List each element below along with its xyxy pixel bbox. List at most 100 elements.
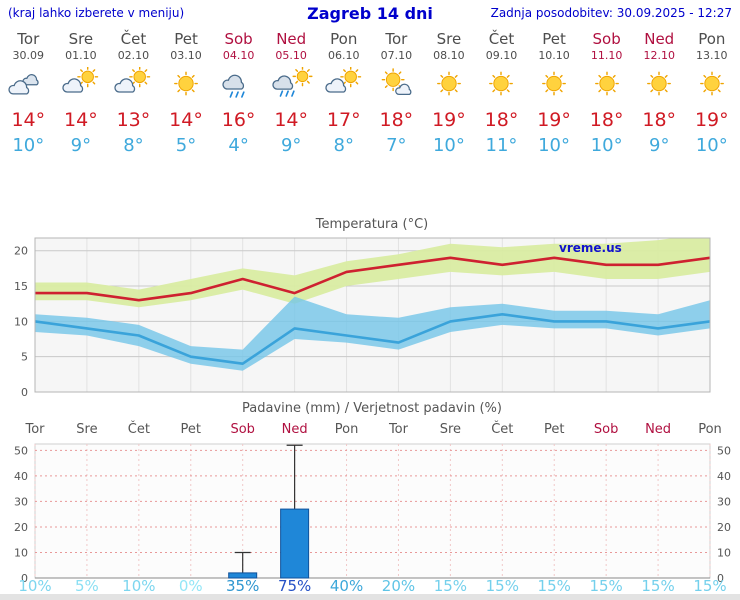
day-tmin: 4° [228, 135, 249, 156]
partly-icon [317, 66, 370, 107]
day-tmax: 13° [116, 109, 151, 131]
day-tmin: 10° [12, 135, 45, 156]
day-column[interactable]: Ned 12.10 18° 9° [633, 30, 686, 156]
day-name: Tor [385, 30, 408, 48]
svg-text:20: 20 [717, 521, 731, 534]
svg-text:75%: 75% [278, 577, 311, 595]
sunny-icon [580, 67, 633, 107]
day-name: Sob [224, 30, 253, 48]
svg-text:5: 5 [21, 351, 28, 364]
day-tmin: 9° [70, 135, 92, 156]
day-tmax: 18° [589, 109, 624, 131]
day-tmin: 10° [538, 135, 571, 156]
day-column[interactable]: Pon 06.10 17° 8° [317, 30, 370, 156]
svg-text:10: 10 [717, 546, 731, 559]
partly-icon [55, 66, 108, 107]
day-date: 30.09 [12, 49, 45, 62]
day-tmax: 18° [484, 109, 519, 131]
day-date: 04.10 [222, 49, 255, 62]
day-column[interactable]: Pon 13.10 19° 10° [686, 30, 739, 156]
svg-text:10%: 10% [18, 577, 51, 595]
day-column[interactable]: Sre 01.10 14° 9° [55, 30, 108, 156]
day-name: Pet [542, 30, 566, 48]
day-column[interactable]: Pet 03.10 14° 5° [160, 30, 213, 156]
day-column[interactable]: Sre 08.10 19° 10° [423, 30, 476, 156]
day-column[interactable]: Tor 30.09 14° 10° [2, 30, 55, 156]
cloudy-icon [2, 67, 55, 107]
day-date: 11.10 [590, 49, 623, 62]
day-tmin: 11° [485, 135, 518, 156]
rain-icon [212, 67, 265, 107]
day-tmin: 5° [175, 135, 197, 156]
day-column[interactable]: Ned 05.10 14° 9° [265, 30, 318, 156]
day-name: Sre [436, 30, 462, 48]
svg-text:20: 20 [14, 245, 28, 258]
day-tmax: 14° [169, 109, 203, 131]
svg-text:15%: 15% [693, 577, 726, 595]
day-tmin: 9° [649, 135, 670, 156]
svg-text:50: 50 [717, 444, 731, 457]
last-updated: Zadnja posodobitev: 30.09.2025 - 12:27 [490, 6, 732, 20]
svg-text:50: 50 [14, 444, 28, 457]
svg-text:Sob: Sob [230, 422, 254, 437]
day-column[interactable]: Čet 09.10 18° 11° [475, 30, 528, 156]
svg-text:10: 10 [14, 315, 28, 328]
svg-text:Sob: Sob [594, 422, 618, 437]
precipitation-chart: Padavine (mm) / Verjetnost padavin (%) To… [14, 401, 731, 595]
day-date: 12.10 [643, 49, 675, 62]
day-date: 10.10 [538, 49, 570, 62]
day-column[interactable]: Pet 10.10 19° 10° [528, 30, 581, 156]
svg-text:10: 10 [14, 546, 28, 559]
day-tmin: 8° [333, 135, 354, 156]
svg-text:15%: 15% [434, 577, 467, 595]
svg-text:0: 0 [21, 572, 28, 585]
mostly-sunny-icon [370, 67, 423, 107]
day-column[interactable]: Sob 04.10 16° 4° [212, 30, 265, 156]
svg-text:0: 0 [21, 386, 28, 399]
day-tmax: 19° [537, 109, 571, 131]
svg-text:30: 30 [717, 495, 731, 508]
svg-text:0: 0 [717, 572, 724, 585]
sunny-icon [475, 67, 528, 107]
day-tmax: 14° [274, 109, 309, 131]
day-name: Čet [488, 30, 515, 48]
svg-text:Ned: Ned [282, 422, 308, 437]
sunny-icon [528, 67, 581, 107]
day-tmax: 18° [379, 109, 414, 131]
svg-text:15%: 15% [589, 577, 622, 595]
rain-sun-icon [265, 66, 318, 107]
day-column[interactable]: Sob 11.10 18° 10° [580, 30, 633, 156]
svg-text:Ned: Ned [645, 422, 671, 437]
day-column[interactable]: Tor 07.10 18° 7° [370, 30, 423, 156]
svg-text:Tor: Tor [388, 422, 409, 437]
day-tmin: 10° [432, 135, 465, 156]
svg-text:Tor: Tor [24, 422, 45, 437]
svg-text:Temperatura (°C): Temperatura (°C) [315, 217, 428, 232]
day-date: 01.10 [65, 49, 97, 62]
day-date: 13.10 [696, 49, 728, 62]
day-tmax: 14° [64, 109, 98, 131]
day-date: 03.10 [170, 49, 202, 62]
day-name: Pon [698, 30, 726, 48]
day-tmax: 19° [432, 109, 466, 131]
svg-text:15%: 15% [486, 577, 519, 595]
svg-text:Pet: Pet [544, 422, 564, 437]
day-name: Sre [68, 30, 94, 48]
day-column[interactable]: Čet 02.10 13° 8° [107, 30, 160, 156]
horizontal-scrollbar[interactable] [0, 594, 740, 600]
svg-text:15: 15 [14, 280, 28, 293]
day-date: 02.10 [117, 49, 150, 62]
day-date: 08.10 [433, 49, 465, 62]
day-date: 06.10 [328, 49, 360, 62]
day-name: Ned [644, 30, 675, 48]
day-tmin: 7° [386, 135, 407, 156]
svg-text:35%: 35% [226, 577, 259, 595]
day-tmin: 8° [123, 135, 144, 156]
svg-text:Sre: Sre [76, 422, 97, 437]
menu-hint: (kraj lahko izberete v meniju) [8, 6, 185, 20]
sunny-icon [160, 67, 213, 107]
day-tmax: 19° [694, 109, 729, 131]
day-tmin: 9° [280, 135, 302, 156]
day-date: 07.10 [380, 49, 413, 62]
